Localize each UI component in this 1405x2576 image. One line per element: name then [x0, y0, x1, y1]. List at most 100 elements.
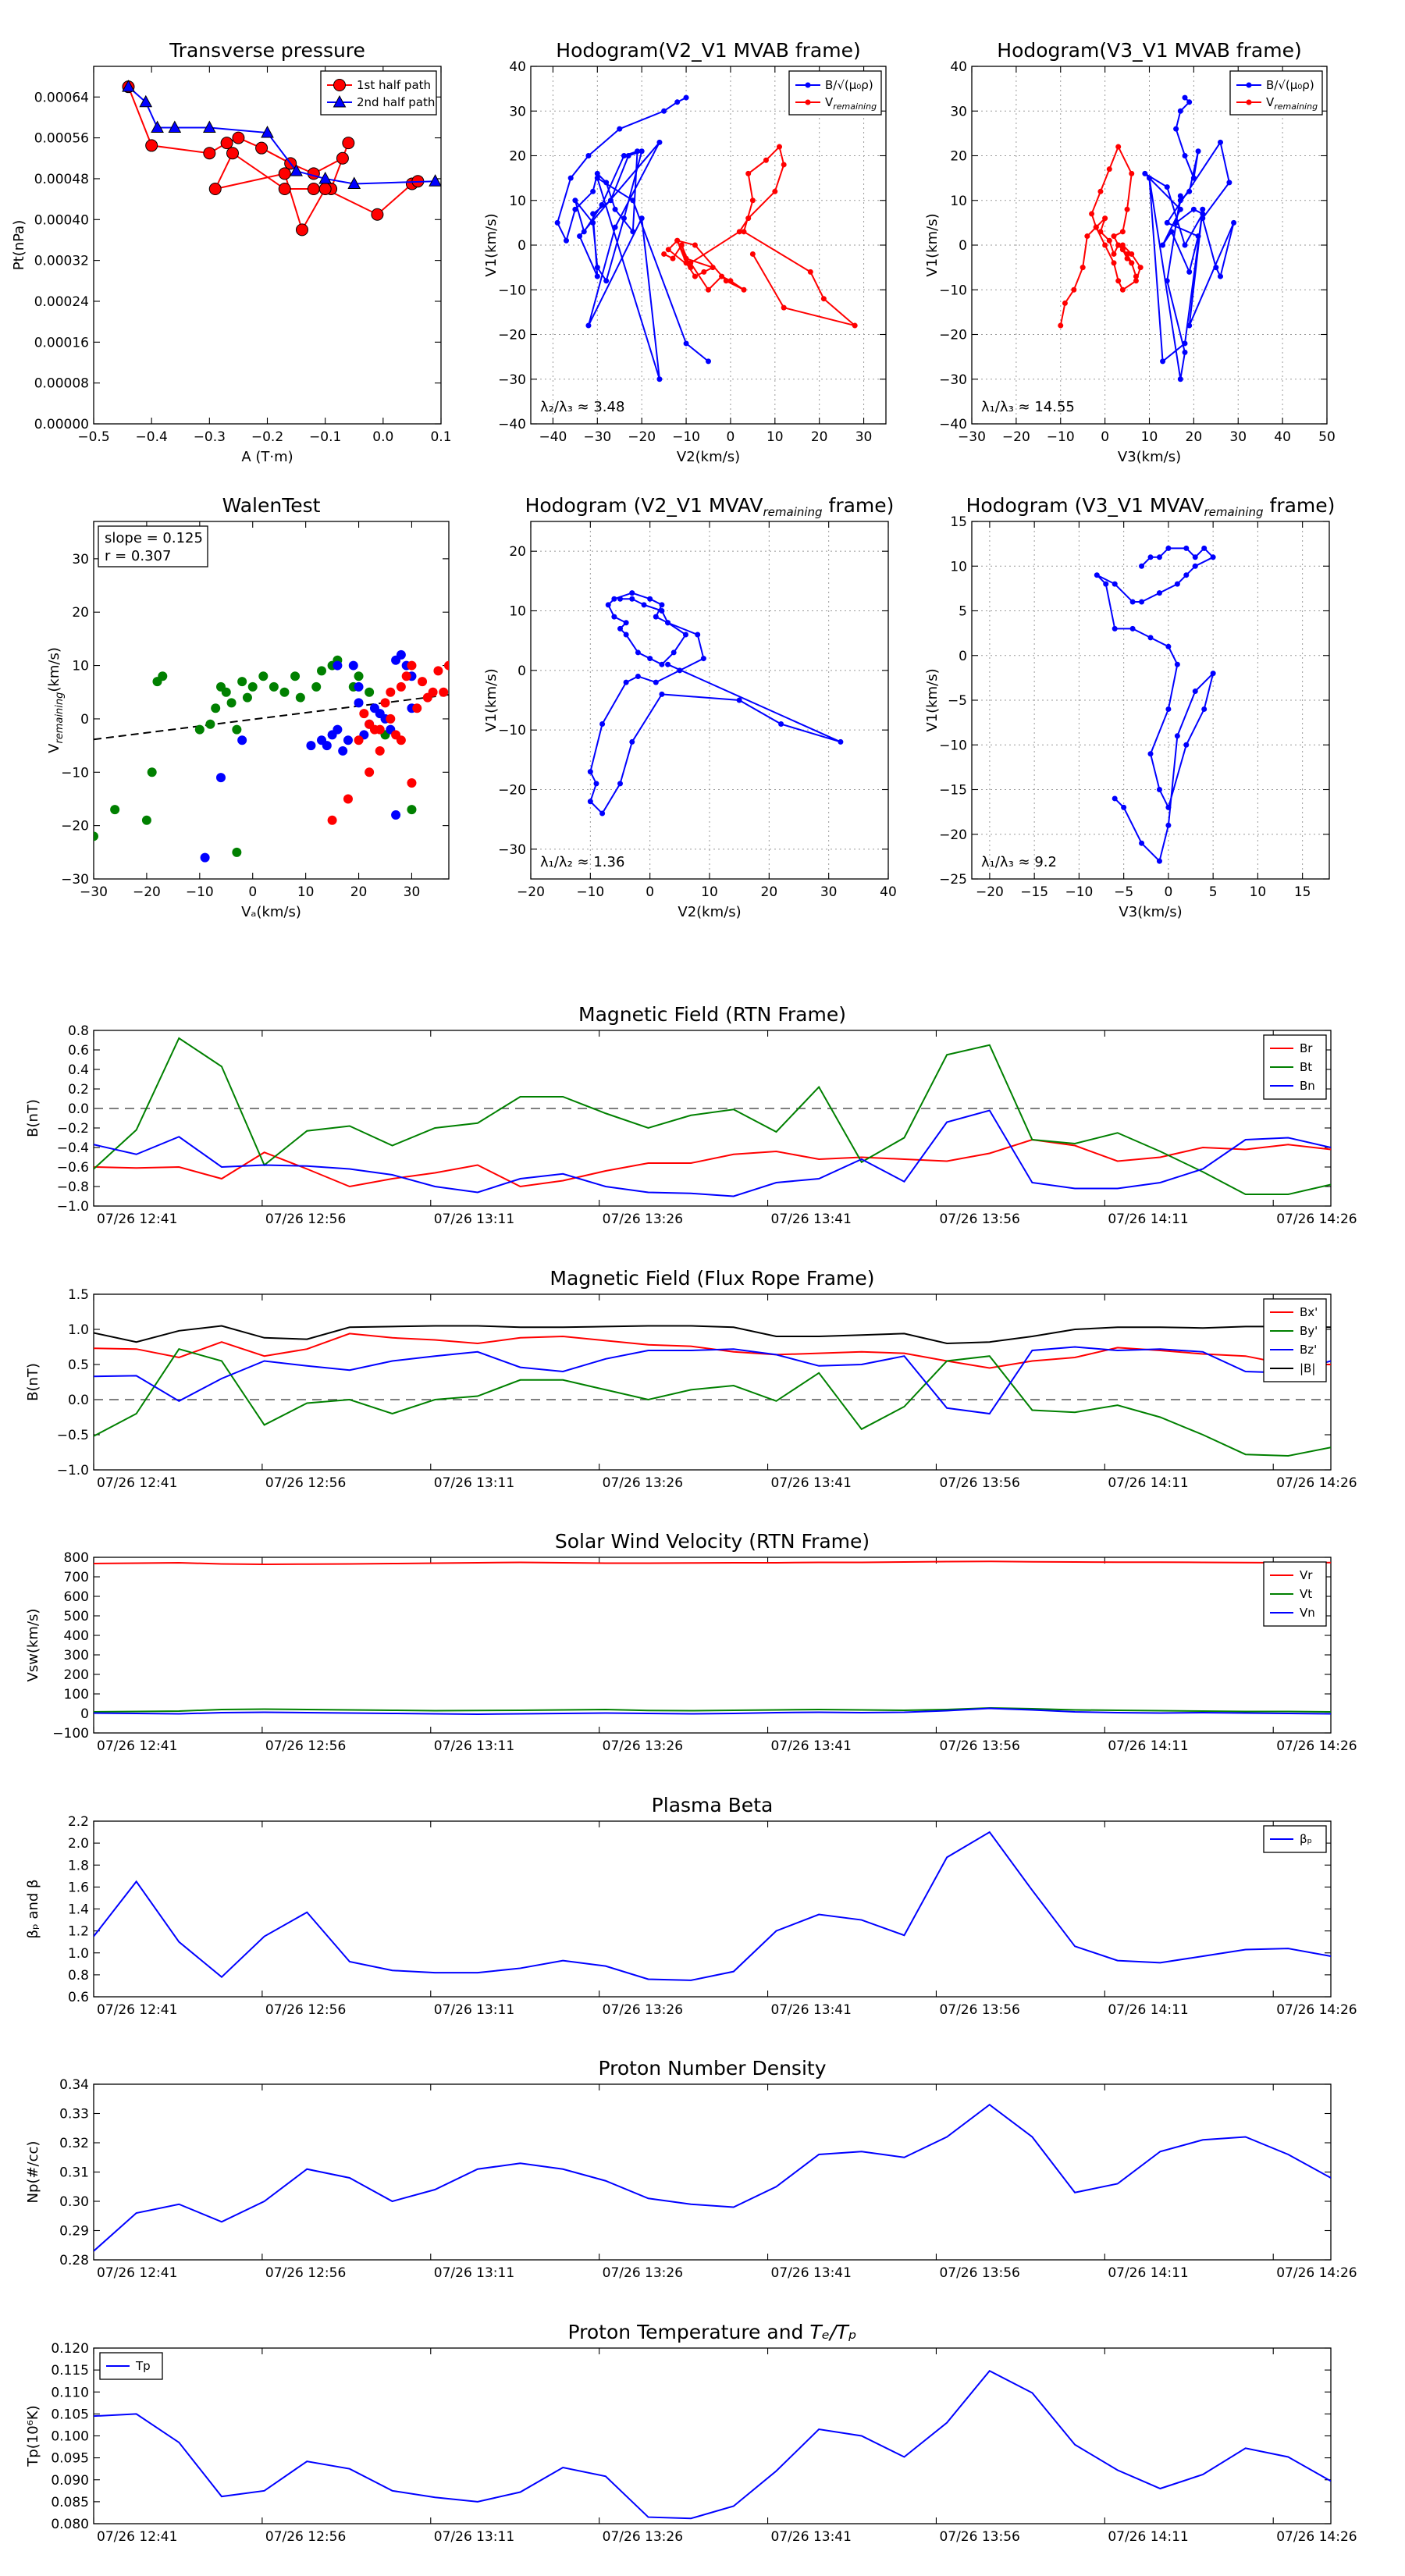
data-point — [444, 660, 449, 671]
data-point — [1226, 180, 1232, 186]
series-line — [1059, 144, 1142, 326]
data-point — [347, 176, 361, 189]
data-point — [1147, 751, 1154, 757]
legend-label-main: V — [825, 95, 834, 109]
x-tick-label: −20 — [133, 884, 161, 900]
data-point — [1182, 94, 1188, 101]
chart-title-main: Hodogram(V3_V1 MVAB frame) — [997, 39, 1301, 62]
legend-label: Tp — [135, 2359, 151, 2373]
plot-area — [94, 1037, 1331, 1197]
y-tick-label: 0.32 — [59, 2136, 89, 2151]
y-tick-label: 0.34 — [59, 2077, 89, 2093]
data-point — [1124, 251, 1130, 257]
data-point — [635, 649, 641, 656]
data-point — [1182, 349, 1188, 355]
x-tick-label: 20 — [811, 429, 828, 445]
data-point — [590, 219, 596, 226]
x-tick-label: 07/26 14:11 — [1108, 2265, 1188, 2281]
y-tick-label: 0.2 — [68, 1082, 89, 1098]
series-line — [94, 1109, 1331, 1197]
x-tick-label: 07/26 13:41 — [771, 1738, 852, 1754]
x-tick-label: 07/26 14:26 — [1276, 2265, 1357, 2281]
data-point — [278, 183, 291, 196]
plot-frame — [93, 1557, 1332, 1734]
x-tick-label: 0 — [1164, 884, 1172, 900]
y-tick-label: 0 — [80, 1706, 89, 1722]
data-point — [1164, 278, 1170, 284]
legend-label-subscript: remaining — [1274, 101, 1318, 112]
data-point — [354, 698, 364, 708]
y-tick-label: 10 — [509, 194, 526, 209]
x-tick-label: 07/26 13:26 — [603, 1212, 683, 1227]
chart-title-main: Proton Number Density — [599, 2057, 827, 2080]
data-point — [745, 170, 752, 176]
chart-title: Plasma Beta — [652, 1794, 774, 1816]
series-line — [94, 2369, 1331, 2520]
data-point — [151, 120, 164, 133]
data-point — [1111, 260, 1117, 266]
data-point — [1093, 224, 1099, 230]
y-axis-label-main: V1(km/s) — [924, 668, 941, 731]
legend-box — [788, 70, 882, 116]
data-point — [594, 170, 600, 176]
data-point — [852, 322, 858, 329]
data-point — [1119, 242, 1126, 248]
eigenvalue-ratio-annotation: λ₂/λ₃ ≈ 3.48 — [540, 399, 624, 415]
data-point — [749, 197, 756, 204]
data-point — [1156, 554, 1162, 560]
data-point — [1168, 229, 1175, 235]
chart-hodo1: −40 −30 −20 −10 0 10 20 30 −40 −30 −20 −10 0 10 20 30 40… — [483, 39, 887, 465]
chart-title-math: Tₑ/Tₚ — [809, 2321, 856, 2343]
y-tick-label: 0 — [80, 712, 89, 728]
x-tick-label: −20 — [976, 884, 1004, 900]
y-tick-label: 1.6 — [68, 1880, 89, 1895]
data-point — [688, 260, 694, 266]
y-axis-label: B(nT) — [25, 1099, 41, 1137]
data-point — [665, 661, 671, 667]
data-point — [661, 108, 667, 114]
data-point — [572, 206, 578, 212]
y-tick-label: 0.5 — [68, 1357, 89, 1373]
data-point — [278, 167, 291, 180]
x-tick-label: 07/26 13:11 — [434, 2529, 514, 2545]
data-point — [311, 681, 322, 692]
data-point — [1218, 139, 1223, 145]
data-point — [638, 148, 645, 155]
y-tick-label: 0.00064 — [34, 90, 89, 105]
series-line — [1144, 97, 1235, 379]
data-point — [838, 738, 844, 745]
legend-label-subscript: remaining — [833, 101, 877, 112]
data-point — [1111, 233, 1117, 240]
x-tick-label: −10 — [186, 884, 214, 900]
data-point — [1133, 278, 1139, 284]
data-point — [343, 735, 353, 745]
data-point — [695, 632, 701, 638]
plot-frame — [93, 1293, 1332, 1471]
data-point — [1084, 233, 1090, 240]
data-point — [429, 174, 441, 187]
chart-title-end: frame) — [823, 494, 895, 517]
data-point — [635, 673, 641, 679]
data-point — [348, 660, 358, 671]
y-tick-label: 0.33 — [59, 2107, 89, 2122]
y-tick-label: −30 — [498, 372, 526, 388]
data-point — [1173, 219, 1179, 226]
data-point — [617, 625, 623, 632]
data-point — [342, 137, 355, 150]
y-tick-label: 1.8 — [68, 1858, 89, 1873]
x-tick-label: 07/26 13:41 — [771, 1475, 852, 1491]
y-tick-label: 0.105 — [51, 2407, 89, 2422]
y-tick-label: 10 — [509, 604, 526, 620]
data-point — [621, 215, 627, 222]
data-point — [1119, 286, 1126, 293]
data-point — [1177, 193, 1183, 199]
data-point — [1112, 625, 1118, 632]
y-tick-label: −20 — [61, 819, 89, 834]
data-point — [200, 852, 210, 863]
fit-line — [94, 694, 449, 741]
x-tick-label: 07/26 13:11 — [434, 1212, 514, 1227]
x-tick-label: 07/26 12:56 — [265, 2529, 346, 2545]
legend-label-main: 2nd half path — [357, 95, 435, 109]
legend-label: 1st half path — [357, 78, 431, 92]
data-point — [683, 340, 689, 347]
